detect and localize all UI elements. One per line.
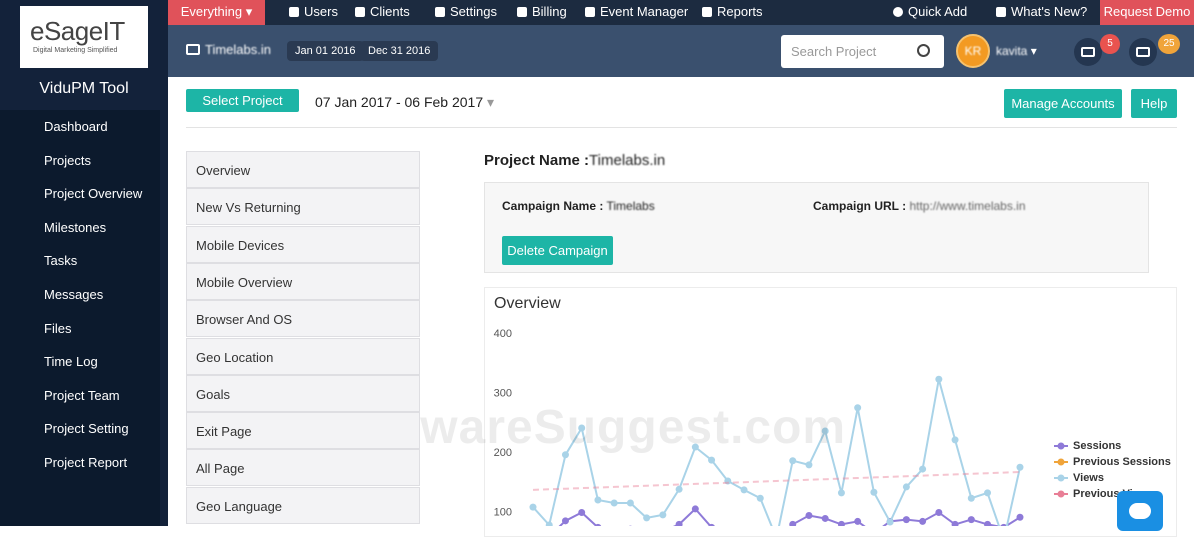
data-point — [562, 517, 569, 524]
data-point — [741, 486, 748, 493]
data-point — [870, 489, 877, 496]
tab[interactable]: New Vs Returning — [186, 188, 420, 225]
data-point — [594, 497, 601, 504]
legend-swatch — [1058, 475, 1065, 482]
data-point — [805, 512, 812, 519]
series-line — [533, 472, 1020, 490]
data-point — [935, 509, 942, 516]
y-tick-label: 300 — [494, 387, 512, 399]
data-point — [919, 466, 926, 473]
y-tick-label: 100 — [494, 506, 512, 518]
legend-swatch — [1058, 491, 1065, 498]
data-point — [935, 376, 942, 383]
data-point — [1017, 514, 1024, 521]
data-point — [968, 495, 975, 502]
chat-button[interactable] — [1117, 491, 1163, 531]
data-point — [578, 509, 585, 516]
data-point — [838, 489, 845, 496]
data-point — [984, 521, 991, 526]
data-point — [887, 519, 894, 526]
data-point — [984, 489, 991, 496]
data-point — [919, 518, 926, 525]
page: ViduPM Tool {"sidebar": {"logo_title": "… — [0, 0, 1194, 526]
tab[interactable]: Browser And OS — [186, 300, 420, 337]
data-point — [822, 515, 829, 522]
legend-label: Previous Sessions — [1073, 456, 1171, 468]
y-tick-label: 400 — [494, 328, 512, 340]
tab[interactable]: Mobile Overview — [186, 263, 420, 300]
tab[interactable]: All Page — [186, 449, 420, 486]
body: eSageIT Digital Marketing Simplified Vid… — [0, 0, 1194, 526]
data-point — [903, 516, 910, 523]
tab[interactable]: Geo Language — [186, 487, 420, 524]
data-point — [530, 504, 537, 511]
legend-label: Sessions — [1073, 440, 1121, 452]
data-point — [676, 486, 683, 493]
data-point — [903, 483, 910, 490]
data-point — [838, 521, 845, 526]
data-point — [708, 457, 715, 464]
data-point — [757, 495, 764, 502]
data-point — [611, 499, 618, 506]
data-point — [854, 404, 861, 411]
legend-swatch — [1058, 459, 1065, 466]
data-point — [854, 518, 861, 525]
tab[interactable]: Geo Location — [186, 338, 420, 375]
tab[interactable]: Mobile Devices — [186, 226, 420, 263]
data-point — [968, 516, 975, 523]
data-point — [643, 514, 650, 521]
tab[interactable]: Goals — [186, 375, 420, 412]
legend-label: Views — [1073, 472, 1104, 484]
data-point — [627, 499, 634, 506]
data-point — [659, 511, 666, 518]
series-line — [533, 509, 1020, 526]
legend-swatch — [1058, 443, 1065, 450]
data-point — [789, 457, 796, 464]
data-point — [805, 461, 812, 468]
tab[interactable]: Exit Page — [186, 412, 420, 449]
data-point — [952, 436, 959, 443]
tab[interactable]: Overview — [186, 151, 420, 188]
data-point — [1017, 464, 1024, 471]
chart-title: Overview — [494, 295, 561, 312]
data-point — [692, 505, 699, 512]
data-point — [789, 521, 796, 526]
